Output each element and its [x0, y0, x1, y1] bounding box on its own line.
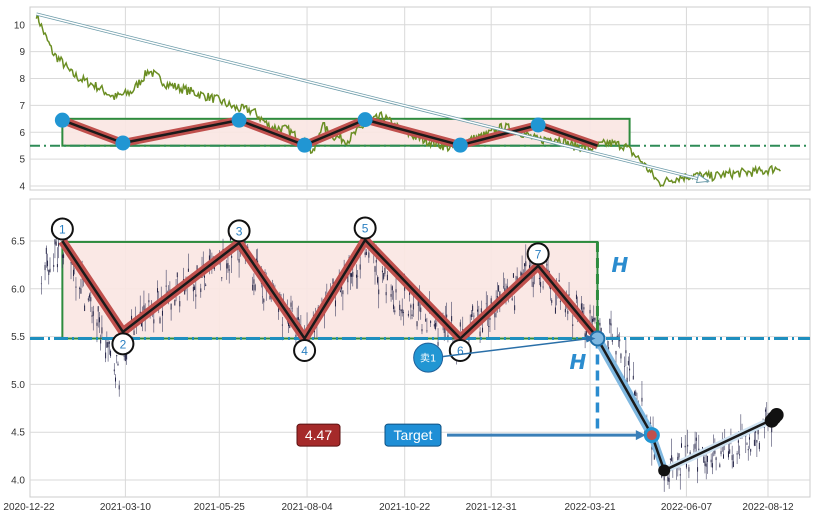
- pattern-point-label: 3: [236, 224, 243, 238]
- detail-panel: 4.0 4.5 5.0 5.5 6.0 6.5 2020-12-22 2021-03-10 20…: [3, 198, 811, 513]
- pattern-point: [115, 135, 131, 151]
- sell-arrow: [442, 337, 590, 358]
- target-value-label: 4.47: [305, 427, 332, 443]
- y-tick-label: 6: [19, 128, 25, 139]
- y-tick-label: 6.5: [11, 237, 25, 248]
- x-tick-label: 2022-03-21: [564, 502, 616, 513]
- pattern-point-label: 4: [301, 344, 308, 358]
- pattern-point-marker: [50, 217, 74, 241]
- overview-panel: 4 5 6 7 8 9 10: [14, 6, 811, 193]
- pattern-point-label: 2: [120, 337, 127, 351]
- target-value-box: [296, 423, 341, 447]
- height-label-upper: H: [611, 253, 628, 277]
- target-point-inner: [646, 430, 657, 441]
- y-tick-label: 7: [19, 101, 25, 112]
- pattern-point: [297, 137, 313, 153]
- zigzag-inner: [61, 238, 599, 340]
- y-tick-label: 5.5: [11, 332, 25, 343]
- height-label-lower: H: [569, 350, 586, 374]
- x-tick-label: 2021-08-04: [281, 502, 333, 513]
- pattern-point: [357, 112, 373, 128]
- pattern-point-marker: [353, 216, 377, 240]
- y-tick-label: 9: [19, 47, 25, 58]
- y-tick-label: 4.0: [11, 476, 25, 487]
- zigzag-inner: [61, 118, 598, 147]
- x-tick-label: 2021-10-22: [379, 502, 431, 513]
- x-tick-label: 2020-12-22: [3, 502, 55, 513]
- y-tick-label: 5: [19, 155, 25, 166]
- pattern-point: [231, 112, 247, 128]
- pattern-point-label: 5: [362, 222, 369, 236]
- pattern-point: [54, 112, 70, 128]
- pattern-point: [452, 137, 468, 153]
- breakdown-leg-inner: [596, 337, 653, 436]
- y-tick-label: 4: [19, 182, 25, 193]
- y-tick-label: 4.5: [11, 428, 25, 439]
- y-tick-label: 6.0: [11, 284, 25, 295]
- recovery-line-inner: [663, 418, 773, 472]
- pattern-point-marker: [526, 242, 550, 266]
- pattern-point-marker: [111, 332, 135, 356]
- sell-arrow-head: [585, 334, 596, 343]
- x-tick-label: 2021-05-25: [194, 502, 246, 513]
- trend-arrow-inner: [36, 13, 709, 183]
- pattern-point-label: 6: [457, 344, 464, 358]
- y-tick-label: 5.0: [11, 380, 25, 391]
- sell-marker-label: 卖1: [420, 353, 436, 365]
- target-arrow-head: [635, 430, 646, 441]
- price-line: [35, 12, 781, 188]
- y-tick-label: 8: [19, 74, 25, 85]
- end-dot: [769, 407, 784, 422]
- x-tick-label: 2022-06-07: [661, 502, 713, 513]
- x-tick-label: 2021-03-10: [100, 502, 152, 513]
- x-tick-label: 2021-12-31: [466, 502, 518, 513]
- y-tick-label: 10: [14, 20, 26, 31]
- trend-arrow-head: [695, 173, 710, 184]
- pattern-point-label: 1: [59, 223, 66, 237]
- target-label: Target: [394, 427, 433, 443]
- x-tick-label: 2022-08-12: [742, 502, 794, 513]
- plot-area: [29, 6, 811, 191]
- target-box: [384, 423, 442, 447]
- pattern-point-label: 7: [535, 247, 542, 261]
- low-point: [658, 464, 671, 477]
- pattern-point-marker: [227, 219, 251, 243]
- pattern-point-marker: [293, 339, 317, 363]
- pattern-point: [530, 117, 546, 133]
- sell-marker: [413, 342, 444, 373]
